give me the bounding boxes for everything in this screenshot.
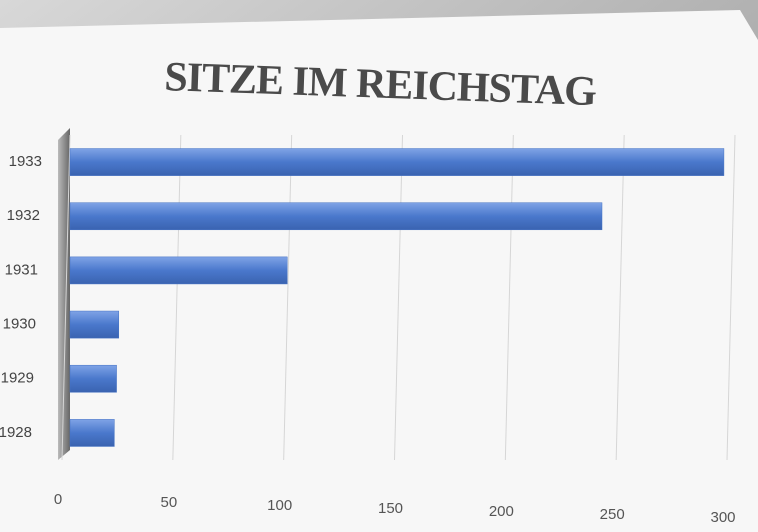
y-tick-label: 1931 xyxy=(5,261,38,278)
grid-line xyxy=(504,134,514,461)
grid-line xyxy=(726,134,736,461)
y-tick-label: 1932 xyxy=(7,207,40,224)
x-tick-label: 300 xyxy=(710,509,735,526)
grid-line xyxy=(615,134,625,461)
bar xyxy=(69,256,288,285)
grid-line xyxy=(172,134,182,461)
y-tick-label: 1930 xyxy=(3,316,36,333)
plot-area: 0 50 100 150 200 250 300 1933 1932 1931 1930 1929 19… xyxy=(0,134,736,526)
bar xyxy=(69,419,115,447)
y-tick-label: 1929 xyxy=(1,370,34,387)
x-tick-label: 150 xyxy=(378,500,403,517)
slide xyxy=(0,10,758,532)
x-tick-label: 250 xyxy=(600,506,625,523)
grid-line xyxy=(394,134,403,461)
bar xyxy=(69,364,117,393)
bar xyxy=(69,202,603,231)
x-tick-label: 100 xyxy=(267,497,292,514)
x-tick-label: 0 xyxy=(54,491,62,508)
y-tick-label: 1933 xyxy=(9,153,42,170)
bar xyxy=(69,148,725,176)
x-tick-label: 200 xyxy=(489,503,514,520)
grid-line xyxy=(283,134,293,461)
grid-line xyxy=(61,134,71,461)
bar xyxy=(69,310,120,339)
y-tick-label: 1928 xyxy=(0,424,32,441)
side-wall xyxy=(58,128,70,460)
x-tick-label: 50 xyxy=(160,494,177,511)
